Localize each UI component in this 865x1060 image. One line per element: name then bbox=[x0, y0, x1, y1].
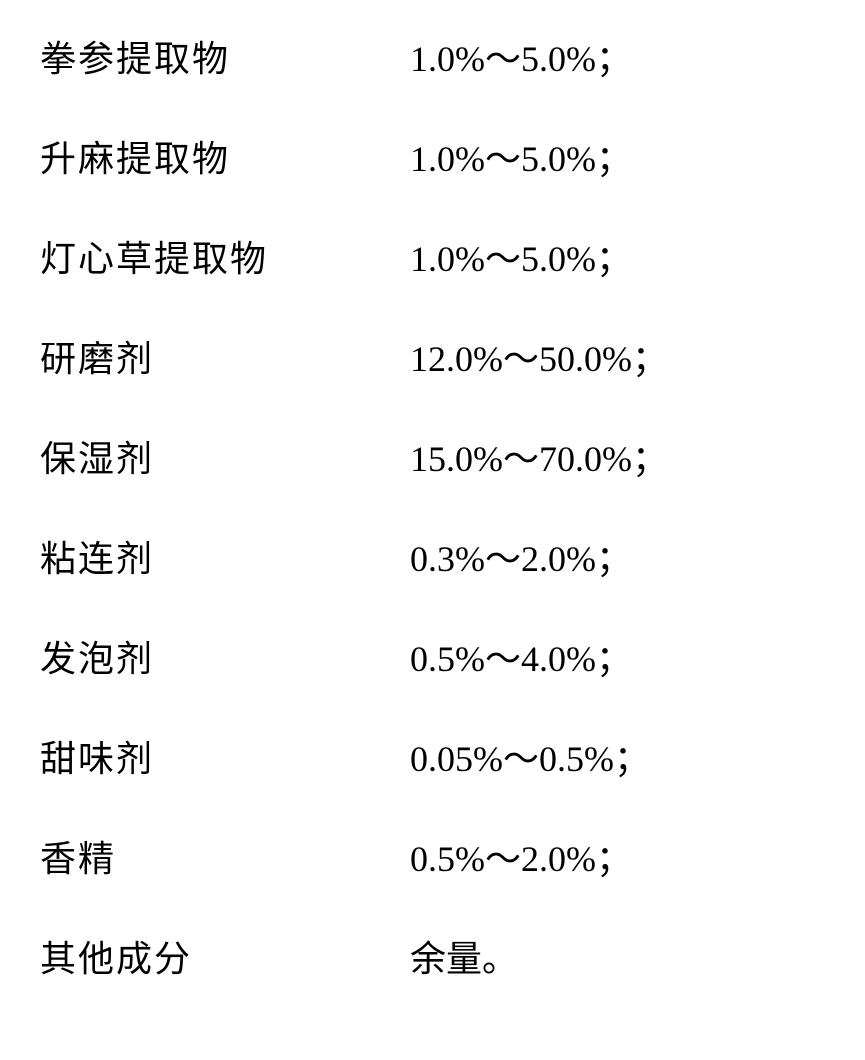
ingredient-label: 升麻提取物 bbox=[40, 130, 410, 182]
table-row: 灯心草提取物 1.0%～5.0%； bbox=[40, 230, 825, 282]
ingredient-label: 香精 bbox=[40, 830, 410, 882]
ingredient-value: 余量。 bbox=[410, 930, 518, 982]
ingredient-value: 0.5%～4.0%； bbox=[410, 630, 632, 682]
table-row: 发泡剂 0.5%～4.0%； bbox=[40, 630, 825, 682]
ingredient-label: 保湿剂 bbox=[40, 430, 410, 482]
ingredient-value: 1.0%～5.0%； bbox=[410, 30, 632, 82]
table-row: 拳参提取物 1.0%～5.0%； bbox=[40, 30, 825, 82]
ingredient-value: 0.05%～0.5%； bbox=[410, 730, 650, 782]
table-row: 甜味剂 0.05%～0.5%； bbox=[40, 730, 825, 782]
ingredient-list: 拳参提取物 1.0%～5.0%； 升麻提取物 1.0%～5.0%； 灯心草提取物… bbox=[0, 0, 865, 1060]
table-row: 粘连剂 0.3%～2.0%； bbox=[40, 530, 825, 582]
ingredient-value: 0.3%～2.0%； bbox=[410, 530, 632, 582]
ingredient-label: 粘连剂 bbox=[40, 530, 410, 582]
table-row: 香精 0.5%～2.0%； bbox=[40, 830, 825, 882]
ingredient-label: 灯心草提取物 bbox=[40, 230, 410, 282]
ingredient-value: 0.5%～2.0%； bbox=[410, 830, 632, 882]
table-row: 研磨剂 12.0%～50.0%； bbox=[40, 330, 825, 382]
table-row: 升麻提取物 1.0%～5.0%； bbox=[40, 130, 825, 182]
ingredient-value: 1.0%～5.0%； bbox=[410, 130, 632, 182]
ingredient-value: 12.0%～50.0%； bbox=[410, 330, 668, 382]
table-row: 保湿剂 15.0%～70.0%； bbox=[40, 430, 825, 482]
table-row: 其他成分 余量。 bbox=[40, 930, 825, 982]
ingredient-value: 1.0%～5.0%； bbox=[410, 230, 632, 282]
ingredient-label: 拳参提取物 bbox=[40, 30, 410, 82]
ingredient-label: 研磨剂 bbox=[40, 330, 410, 382]
ingredient-value: 15.0%～70.0%； bbox=[410, 430, 668, 482]
ingredient-label: 其他成分 bbox=[40, 930, 410, 982]
ingredient-label: 甜味剂 bbox=[40, 730, 410, 782]
ingredient-label: 发泡剂 bbox=[40, 630, 410, 682]
